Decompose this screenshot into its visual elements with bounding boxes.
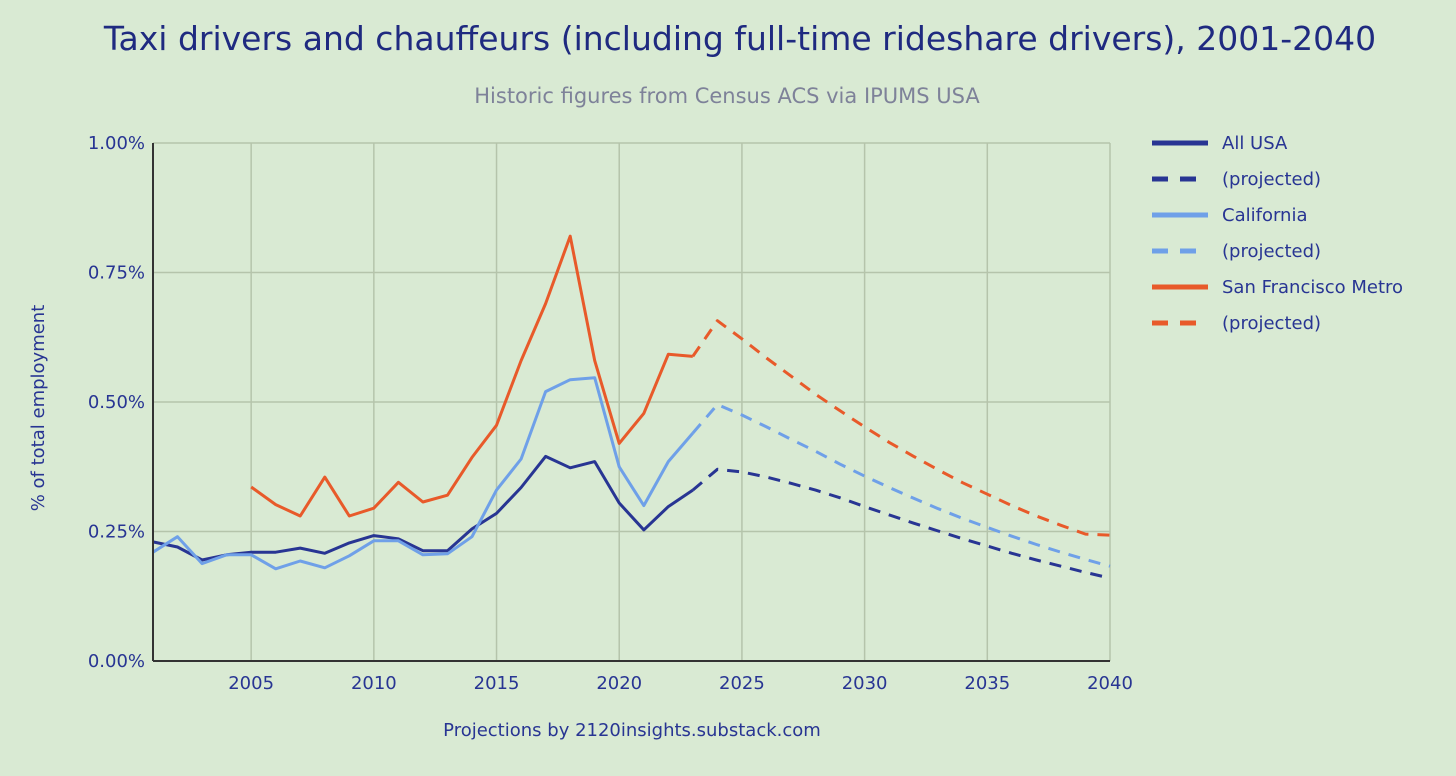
y-tick-label: 0.00% bbox=[88, 651, 145, 672]
series-lines bbox=[152, 234, 1111, 580]
legend-label-3: (projected) bbox=[1222, 241, 1321, 262]
legend-label-4: San Francisco Metro bbox=[1222, 277, 1403, 298]
series-line-3 bbox=[691, 403, 1111, 568]
legend-label-5: (projected) bbox=[1222, 313, 1321, 334]
legend-label-2: California bbox=[1222, 205, 1307, 226]
series-line-5 bbox=[691, 319, 1111, 537]
x-tick-label: 2010 bbox=[351, 673, 397, 694]
x-tick-label: 2030 bbox=[842, 673, 888, 694]
y-axis-label: % of total employment bbox=[28, 305, 49, 512]
chart-subtitle: Historic figures from Census ACS via IPU… bbox=[474, 84, 980, 108]
axis-ticks: 0.00% 0.25% 0.50% 0.75% 1.00% 2005 2010 2015 202… bbox=[88, 133, 1133, 694]
legend-label-1: (projected) bbox=[1222, 169, 1321, 190]
y-tick-label: 0.50% bbox=[88, 392, 145, 413]
x-tick-label: 2025 bbox=[719, 673, 765, 694]
footer-note: Projections by 2120insights.substack.com bbox=[443, 720, 821, 741]
x-tick-label: 2040 bbox=[1087, 673, 1133, 694]
series-line-1 bbox=[691, 467, 1111, 580]
y-tick-label: 1.00% bbox=[88, 133, 145, 154]
chart-title: Taxi drivers and chauffeurs (including f… bbox=[103, 19, 1376, 58]
x-tick-label: 2015 bbox=[474, 673, 520, 694]
x-tick-label: 2020 bbox=[596, 673, 642, 694]
series-line-4 bbox=[250, 234, 693, 518]
legend-label-0: All USA bbox=[1222, 133, 1288, 154]
x-tick-label: 2005 bbox=[228, 673, 274, 694]
y-tick-label: 0.25% bbox=[88, 522, 145, 543]
series-line-2 bbox=[152, 376, 694, 571]
y-tick-label: 0.75% bbox=[88, 263, 145, 284]
axes bbox=[152, 143, 1110, 662]
grid bbox=[153, 142, 1111, 662]
legend: All USA (projected) California (projected) S… bbox=[1152, 133, 1403, 334]
series-line-0 bbox=[152, 454, 694, 562]
x-tick-label: 2035 bbox=[964, 673, 1010, 694]
